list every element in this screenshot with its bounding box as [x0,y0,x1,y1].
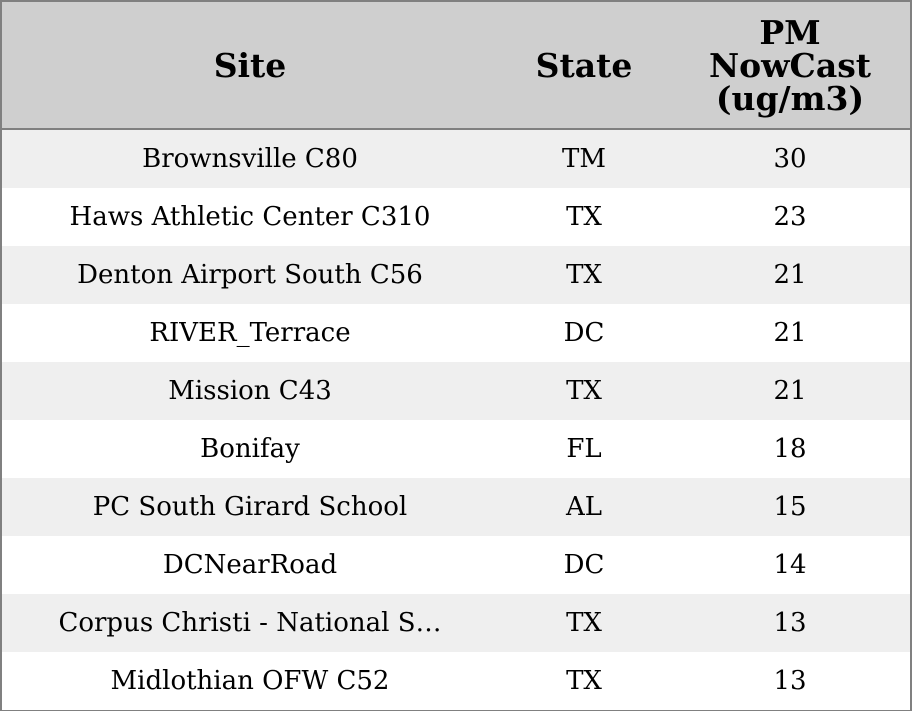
cell-pm-nowcast: 21 [773,318,807,348]
cell-site: Haws Athletic Center C310 [69,202,431,232]
cell-site: Corpus Christi - National S… [58,608,442,638]
table-row: Haws Athletic Center C310 TX 23 [2,188,910,246]
column-header-pm-line-2: NowCast [708,45,872,85]
cell-pm-nowcast: 15 [773,492,807,522]
table-body: Brownsville C80 TM 30 Haws Athletic Cent… [2,129,910,710]
table-row: RIVER_Terrace DC 21 [2,304,910,362]
cell-site: Denton Airport South C56 [77,260,423,290]
cell-state: DC [563,550,605,580]
table-row: DCNearRoad DC 14 [2,536,910,594]
cell-site: PC South Girard School [92,492,408,522]
table-row: Mission C43 TX 21 [2,362,910,420]
cell-pm-nowcast: 21 [773,376,807,406]
cell-state: TX [566,202,602,232]
table-header-row: Site State PM NowCast (ug/m3) [2,2,910,130]
cell-state: TM [562,144,606,174]
cell-site: RIVER_Terrace [149,318,351,348]
table-row: Bonifay FL 18 [2,420,910,478]
cell-state: TX [566,608,602,638]
cell-pm-nowcast: 21 [773,260,807,290]
cell-site: DCNearRoad [162,550,338,580]
cell-state: TX [566,666,602,696]
cell-pm-nowcast: 13 [773,666,807,696]
table-row: Corpus Christi - National S… TX 13 [2,594,910,652]
cell-state: TX [566,376,602,406]
column-header-pm-nowcast: PM NowCast (ug/m3) [670,2,910,130]
column-header-pm-line-3: (ug/m3) [715,78,865,118]
column-header-state: State [498,2,670,130]
cell-site: Mission C43 [168,376,332,406]
cell-site: Midlothian OFW C52 [110,666,390,696]
column-header-pm-line-1: PM [759,12,821,52]
cell-state: AL [565,492,603,522]
cell-pm-nowcast: 18 [773,434,807,464]
table-row: Midlothian OFW C52 TX 13 [2,652,910,710]
table-row: Denton Airport South C56 TX 21 [2,246,910,304]
column-header-site: Site [2,2,498,130]
cell-state: DC [563,318,605,348]
cell-pm-nowcast: 23 [773,202,807,232]
cell-state: TX [566,260,602,290]
cell-pm-nowcast: 13 [773,608,807,638]
table-row: Brownsville C80 TM 30 [2,129,910,188]
cell-state: FL [566,434,602,464]
cell-site: Bonifay [200,434,300,464]
cell-pm-nowcast: 30 [773,144,807,174]
table-row: PC South Girard School AL 15 [2,478,910,536]
cell-site: Brownsville C80 [142,144,358,174]
cell-pm-nowcast: 14 [773,550,807,580]
